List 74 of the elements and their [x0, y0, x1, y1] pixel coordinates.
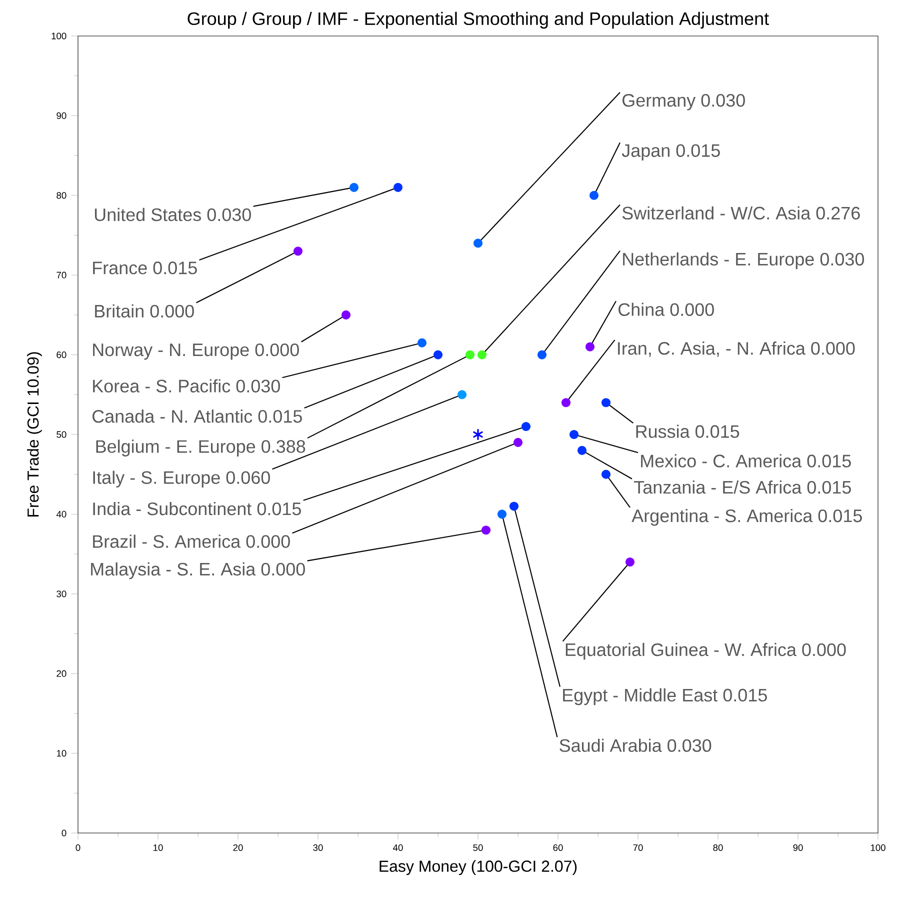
y-tick-label: 100: [52, 32, 66, 40]
point: [509, 502, 519, 511]
annotation: Italy - S. Europe 0.060: [93, 470, 270, 488]
annotation: Russia 0.015: [636, 424, 740, 438]
annotation: France 0.015: [93, 262, 197, 274]
x-tick-label: 20: [233, 844, 243, 851]
point: [521, 422, 531, 432]
point: [293, 246, 303, 256]
y-tick-label: 90: [56, 112, 66, 119]
x-tick-label: 10: [154, 844, 163, 851]
annotation: Malaysia - S. E. Asia 0.000: [91, 562, 305, 580]
annotation: United States 0.030: [94, 208, 251, 222]
annotation: Brazil - S. America 0.000: [93, 534, 290, 548]
point: [601, 470, 611, 479]
point: [601, 398, 611, 408]
y-tick-label: 70: [56, 272, 66, 278]
annotation: Korea - S. Pacific 0.030: [93, 379, 280, 392]
point: [473, 238, 483, 248]
annotation: Egypt - Middle East 0.015: [563, 688, 767, 706]
point: [477, 350, 487, 360]
x-tick-label: 0: [76, 844, 80, 851]
point: [465, 350, 475, 360]
point: [513, 438, 523, 447]
annotation: Canada - N. Atlantic 0.015: [92, 410, 302, 423]
point: [457, 390, 467, 400]
x-tick-label: 70: [633, 844, 643, 851]
x-tick-label: 80: [713, 844, 723, 851]
y-tick-label: 20: [56, 670, 66, 677]
point: [589, 190, 599, 200]
x-tick-label: 50: [473, 844, 483, 851]
point: [585, 342, 595, 352]
x-tick-label: 60: [553, 844, 563, 851]
annotation: Germany 0.030: [622, 94, 745, 110]
point: [433, 350, 443, 360]
point: [537, 350, 547, 360]
y-tick-label: 50: [56, 431, 66, 438]
annotation: Belgium - E. Europe 0.388: [96, 440, 306, 456]
y-tick-label: 10: [56, 750, 66, 757]
point: [349, 182, 359, 192]
point: [497, 510, 507, 519]
annotation: Tanzania - E/S Africa 0.015: [634, 480, 851, 494]
y-tick-label: 80: [56, 192, 66, 199]
y-tick-label: 60: [56, 352, 66, 358]
annotation: Iran, C. Asia, - N. Africa 0.000: [618, 342, 855, 357]
annotation: Argentina - S. America 0.015: [632, 508, 862, 526]
annotation: Japan 0.015: [622, 144, 720, 161]
x-tick-label: 100: [870, 844, 886, 851]
point: [417, 338, 427, 348]
point: [569, 430, 579, 440]
y-tick-label: 40: [56, 510, 66, 518]
chart-title: Group / Group / IMF - Exponential Smoothing and Population Adjustment: [188, 12, 769, 29]
x-tick-label: 40: [393, 844, 403, 851]
point: [561, 398, 571, 408]
y-tick-label: 0: [62, 830, 66, 836]
annotation: Netherlands - E. Europe 0.030: [623, 252, 864, 270]
x-axis-title: Easy Money (100-GCI 2.07): [380, 860, 577, 876]
point: [577, 446, 587, 455]
x-tick-label: 90: [793, 844, 803, 851]
annotation: Mexico - C. America 0.015: [641, 454, 851, 468]
point: [393, 182, 403, 192]
point: [472, 428, 484, 441]
y-tick-label: 30: [56, 590, 66, 598]
point: [481, 526, 491, 535]
annotation: China 0.000: [618, 302, 714, 316]
y-axis-title: Free Trade (GCI 10.09): [26, 352, 42, 516]
x-tick-label: 30: [313, 844, 323, 851]
point: [341, 310, 351, 320]
annotation: Norway - N. Europe 0.000: [93, 343, 299, 360]
annotation: Equatorial Guinea - W. Africa 0.000: [566, 642, 846, 660]
annotation: Saudi Arabia 0.030: [560, 738, 712, 752]
annotation: Britain 0.000: [95, 304, 194, 318]
point: [625, 557, 635, 567]
annotation: Switzerland - W/C. Asia 0.276: [622, 206, 860, 220]
annotation: India - Subcontinent 0.015: [93, 502, 301, 516]
